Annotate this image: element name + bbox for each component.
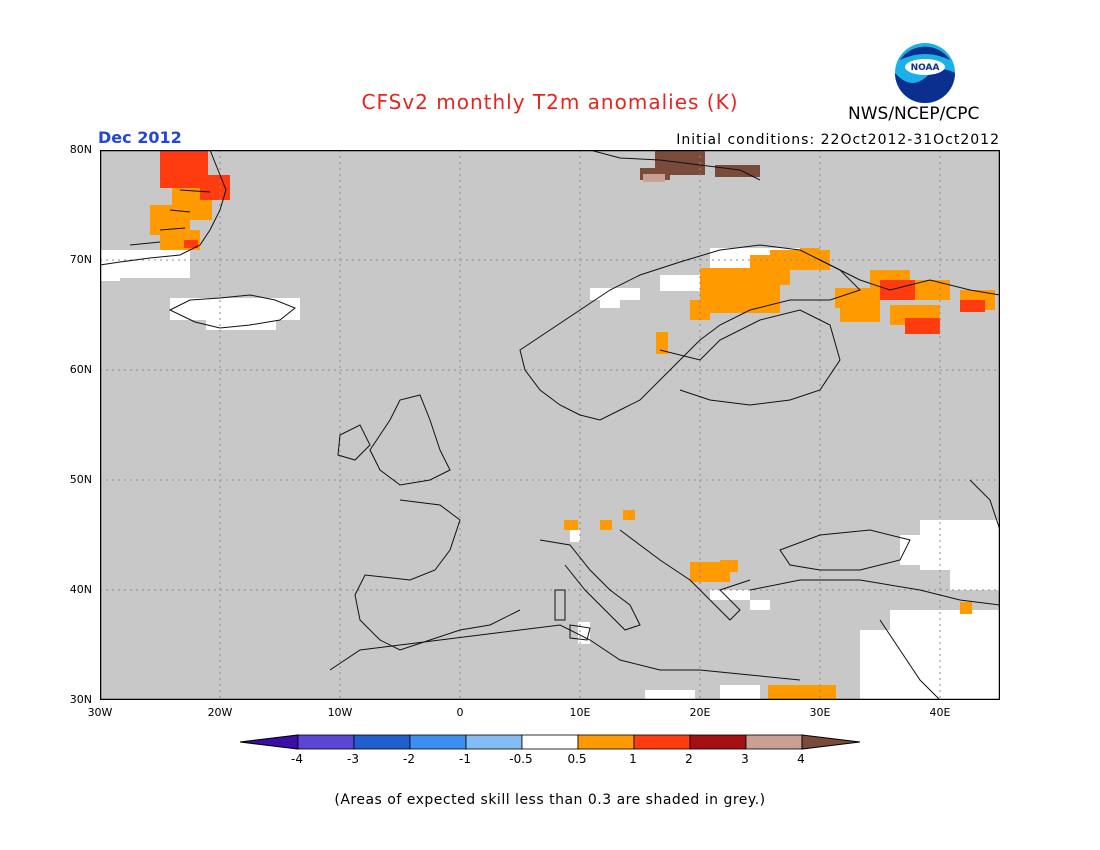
lon-label-20w: 20W (207, 706, 233, 719)
lat-label-80n: 80N (69, 143, 92, 156)
lon-label-30e: 30E (809, 706, 831, 719)
colorbar-cap-low (240, 734, 299, 750)
anomaly-1-to-2-areas (160, 150, 985, 334)
colorbar-segment (409, 734, 467, 750)
lon-label-10w: 10W (327, 706, 353, 719)
initial-conditions: Initial conditions: 22Oct2012-31Oct2012 (676, 132, 1000, 148)
colorbar-segment (689, 734, 747, 750)
colorbar-tick: 0.5 (567, 752, 587, 766)
colorbar-segment (297, 734, 355, 750)
chart-title: CFSv2 monthly T2m anomalies (K) (361, 90, 739, 114)
colorbar-segment (633, 734, 691, 750)
colorbar-tick: -4 (291, 752, 303, 766)
low-skill-background (100, 150, 1000, 700)
colorbar-tick: 1 (629, 752, 637, 766)
map-frame (100, 150, 1000, 700)
colorbar-tick: -3 (347, 752, 359, 766)
skill-note: (Areas of expected skill less than 0.3 a… (334, 792, 766, 808)
graticule (100, 150, 1000, 700)
colorbar-segment (577, 734, 635, 750)
colorbar-tick: -1 (459, 752, 471, 766)
org-label: NWS/NCEP/CPC (848, 104, 980, 124)
colorbar-segment (353, 734, 411, 750)
lon-label-10e: 10E (569, 706, 591, 719)
colorbar-tick: -0.5 (509, 752, 533, 766)
colorbar-tick: 4 (797, 752, 805, 766)
coastlines (100, 150, 1000, 700)
neutral-anomaly-areas (100, 248, 1000, 700)
noaa-logo: NOAA (894, 42, 956, 104)
anomaly-2-to-3-light-areas (643, 174, 665, 182)
colorbar-segment (521, 734, 579, 750)
lon-label-40e: 40E (929, 706, 951, 719)
colorbar-cap-high (801, 734, 860, 750)
colorbar (240, 734, 860, 750)
lat-label-40n: 40N (69, 583, 92, 596)
colorbar-tick: -2 (403, 752, 415, 766)
lon-label-20e: 20E (689, 706, 711, 719)
colorbar-segment (745, 734, 803, 750)
lon-label-0: 0 (456, 706, 464, 719)
lat-label-30n: 30N (69, 693, 92, 706)
colorbar-tick: 2 (685, 752, 693, 766)
anomaly-map (100, 150, 1000, 700)
lat-label-50n: 50N (69, 473, 92, 486)
logo-text: NOAA (911, 63, 940, 73)
lon-label-30w: 30W (87, 706, 113, 719)
colorbar-segment (465, 734, 523, 750)
lat-label-60n: 60N (69, 363, 92, 376)
lat-label-70n: 70N (69, 253, 92, 266)
colorbar-tick: 3 (741, 752, 749, 766)
forecast-month: Dec 2012 (98, 128, 182, 147)
